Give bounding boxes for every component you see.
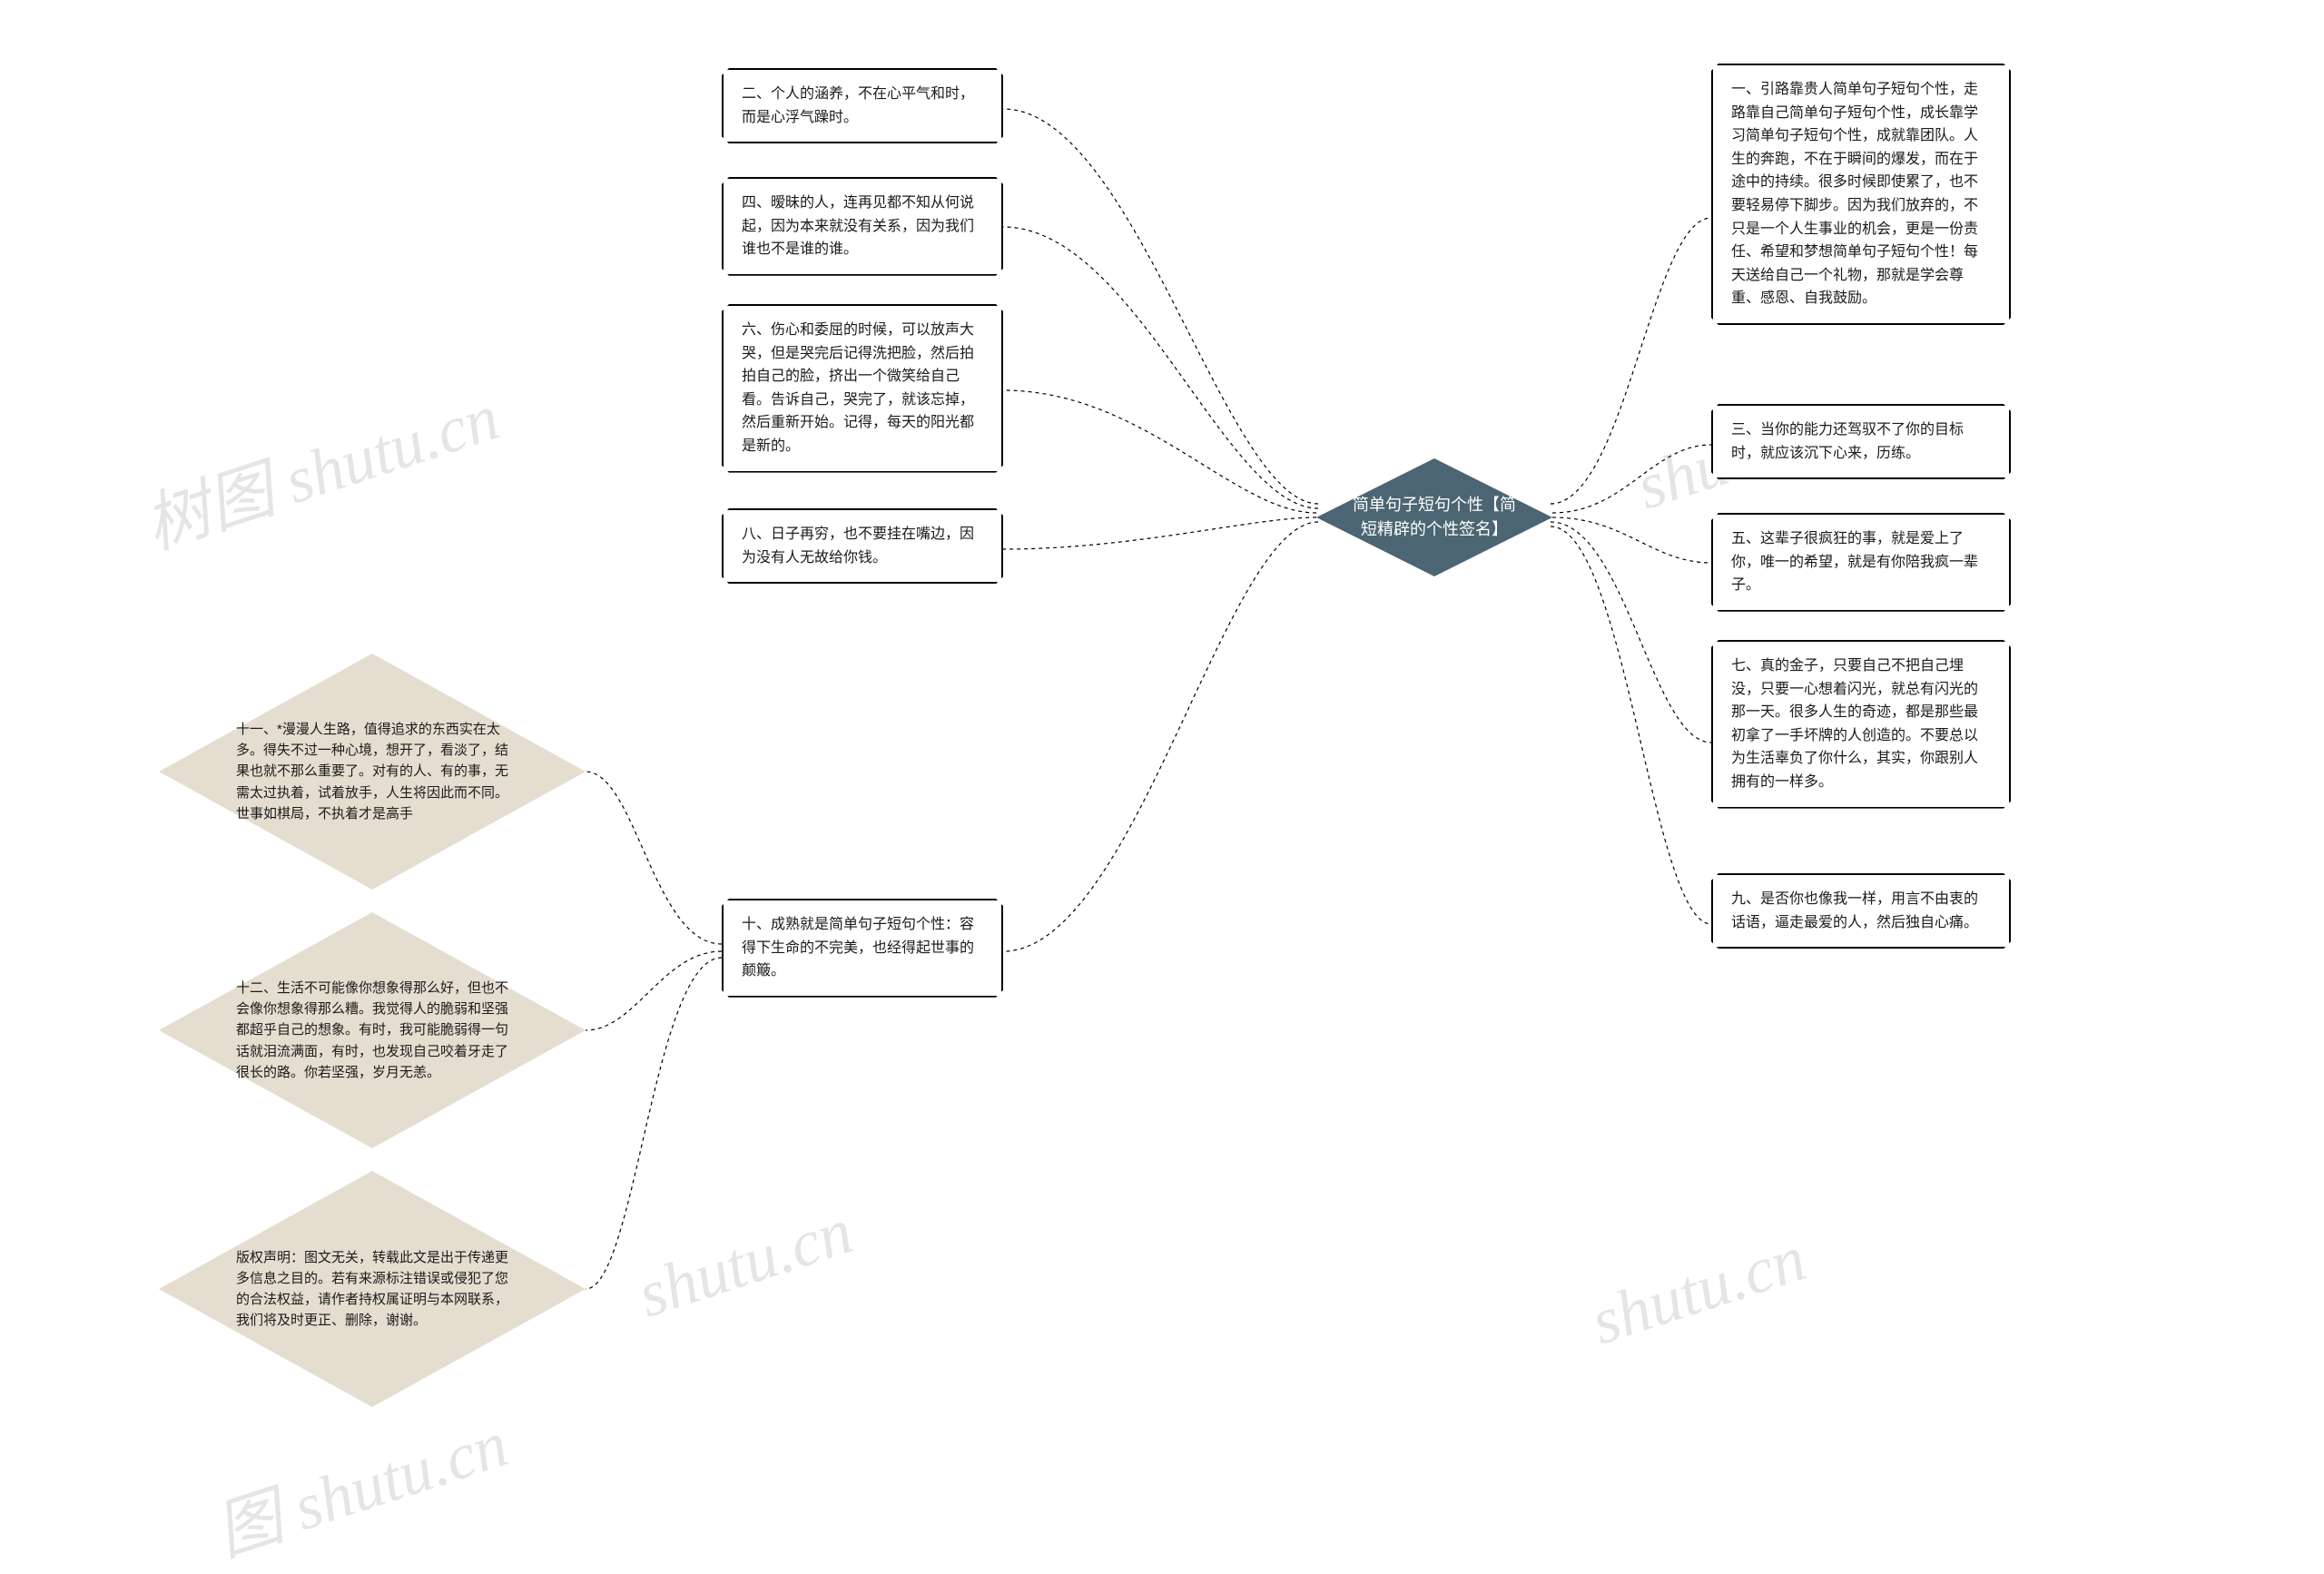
node-10: 十、成熟就是简单句子短句个性：容得下生命的不完美，也经得起世事的颠簸。 bbox=[722, 899, 1003, 998]
node-9: 九、是否你也像我一样，用言不由衷的话语，逼走最爱的人，然后独自心痛。 bbox=[1711, 873, 2011, 949]
watermark: shutu.cn bbox=[629, 1194, 862, 1333]
watermark: 树图 shutu.cn bbox=[131, 363, 509, 567]
mindmap-canvas: 树图 shutu.cn shutu.cn shutu.cn shutu.cn 图… bbox=[0, 0, 2324, 1446]
diamond-copyright-text: 版权声明：图文无关，转载此文是出于传递更多信息之目的。若有来源标注错误或侵犯了您… bbox=[236, 1247, 508, 1332]
node-3: 三、当你的能力还驾驭不了你的目标时，就应该沉下心来，历练。 bbox=[1711, 404, 2011, 479]
watermark: 图 shutu.cn bbox=[202, 1390, 517, 1573]
diamond-copyright: 版权声明：图文无关，转载此文是出于传递更多信息之目的。若有来源标注错误或侵犯了您… bbox=[159, 1171, 586, 1407]
watermark: shutu.cn bbox=[1582, 1221, 1815, 1361]
node-5: 五、这辈子很疯狂的事，就是爱上了你，唯一的希望，就是有你陪我疯一辈子。 bbox=[1711, 513, 2011, 612]
diamond-12: 十二、生活不可能像你想象得那么好，但也不会像你想象得那么糟。我觉得人的脆弱和坚强… bbox=[159, 912, 586, 1148]
node-6: 六、伤心和委屈的时候，可以放声大哭，但是哭完后记得洗把脸，然后拍拍自己的脸，挤出… bbox=[722, 304, 1003, 473]
diamond-11: 十一、*漫漫人生路，值得追求的东西实在太多。得失不过一种心境，想开了，看淡了，结… bbox=[159, 654, 586, 890]
node-7: 七、真的金子，只要自己不把自己埋没，只要一心想着闪光，就总有闪光的那一天。很多人… bbox=[1711, 640, 2011, 809]
node-8: 八、日子再穷，也不要挂在嘴边，因为没有人无故给你钱。 bbox=[722, 508, 1003, 584]
diamond-12-text: 十二、生活不可能像你想象得那么好，但也不会像你想象得那么糟。我觉得人的脆弱和坚强… bbox=[236, 978, 508, 1083]
center-node: 简单句子短句个性【简短精辟的个性签名】 bbox=[1316, 458, 1552, 576]
node-4: 四、暧昧的人，连再见都不知从何说起，因为本来就没有关系，因为我们谁也不是谁的谁。 bbox=[722, 177, 1003, 276]
node-1: 一、引路靠贵人简单句子短句个性，走路靠自己简单句子短句个性，成长靠学习简单句子短… bbox=[1711, 64, 2011, 325]
node-2: 二、个人的涵养，不在心平气和时，而是心浮气躁时。 bbox=[722, 68, 1003, 143]
diamond-11-text: 十一、*漫漫人生路，值得追求的东西实在太多。得失不过一种心境，想开了，看淡了，结… bbox=[236, 719, 508, 824]
center-title: 简单句子短句个性【简短精辟的个性签名】 bbox=[1353, 493, 1516, 542]
